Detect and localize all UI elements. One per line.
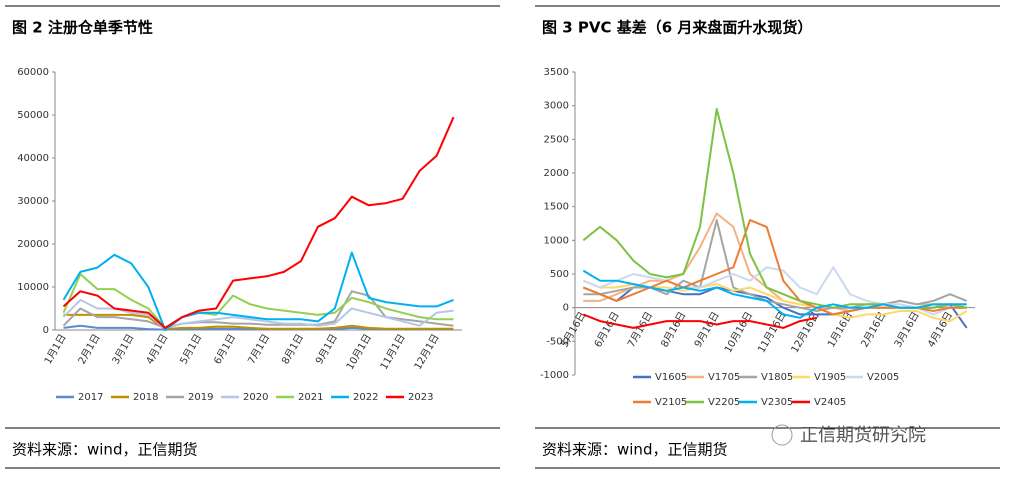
- x-tick-label: 8月16日: [659, 310, 689, 350]
- x-tick-label: 9月1日: [313, 332, 340, 366]
- x-tick-label: 3月1日: [110, 332, 137, 366]
- x-tick-label: 2月1日: [76, 332, 103, 366]
- legend-label: 2017: [78, 392, 103, 403]
- legend-label: 2022: [353, 392, 378, 403]
- x-tick-label: 10月1日: [344, 332, 374, 372]
- x-tick-label: 3月16日: [892, 310, 922, 350]
- y-tick-label: 1000: [544, 235, 569, 246]
- legend-label: 2021: [298, 392, 323, 403]
- legend-label: V1605: [655, 372, 687, 383]
- y-tick-label: 40000: [17, 153, 49, 164]
- x-tick-label: 8月1日: [279, 332, 306, 366]
- series-line: [62, 273, 454, 329]
- x-tick-label: 1月1日: [42, 332, 69, 366]
- y-tick-label: -1000: [540, 370, 569, 381]
- legend-label: V1705: [708, 372, 740, 383]
- y-tick-label: 20000: [17, 239, 49, 250]
- x-tick-label: 7月1日: [245, 332, 272, 366]
- y-tick-label: 50000: [17, 110, 49, 121]
- x-tick-label: 6月1日: [211, 332, 238, 366]
- x-tick-label: 4月1日: [144, 332, 171, 366]
- series-line: [62, 251, 454, 331]
- legend-label: V2205: [708, 397, 740, 408]
- series-line: [63, 313, 454, 331]
- source: 资料来源：wind，正信期货: [542, 441, 727, 459]
- legend-label: V1805: [761, 372, 793, 383]
- legend-label: V2305: [761, 397, 793, 408]
- legend-label: 2018: [133, 392, 158, 403]
- series-line: [62, 116, 455, 329]
- x-tick-label: 6月16日: [592, 310, 622, 350]
- y-tick-label: 0: [563, 303, 569, 314]
- x-tick-label: 5月1日: [178, 332, 205, 366]
- source: 资料来源：wind，正信期货: [12, 441, 197, 459]
- x-tick-label: 12月1日: [412, 332, 442, 372]
- y-tick-label: 500: [550, 269, 569, 280]
- legend-label: V2405: [814, 397, 846, 408]
- x-tick-label: 11月1日: [378, 332, 408, 372]
- x-tick-label: 9月16日: [692, 310, 722, 350]
- legend-label: V2105: [655, 397, 687, 408]
- y-tick-label: 1500: [544, 202, 569, 213]
- y-tick-label: 0: [43, 325, 49, 336]
- y-tick-label: 3000: [544, 101, 569, 112]
- y-tick-label: 30000: [17, 196, 49, 207]
- y-tick-label: 60000: [17, 67, 49, 78]
- brand-icon: [771, 424, 793, 446]
- legend-label: 2020: [243, 392, 268, 403]
- series-line: [582, 108, 967, 309]
- x-tick-label: 10月16日: [722, 310, 755, 355]
- series-line: [582, 266, 967, 316]
- x-tick-label: 11月16日: [755, 310, 788, 355]
- brand: 正信期货研究院: [800, 425, 926, 446]
- y-tick-label: 3500: [544, 67, 569, 78]
- series-line: [583, 212, 967, 312]
- legend-label: 2019: [188, 392, 213, 403]
- series-line: [62, 298, 454, 329]
- figure-title: 图 2 注册仓单季节性: [12, 19, 153, 37]
- legend-label: V2005: [867, 372, 899, 383]
- y-tick-label: 10000: [17, 282, 49, 293]
- y-tick-label: -500: [546, 336, 569, 347]
- legend-label: V1905: [814, 372, 846, 383]
- figure-title: 图 3 PVC 基差（6 月来盘面升水现货）: [542, 19, 812, 37]
- series-line: [582, 269, 967, 319]
- legend-label: 2023: [408, 392, 433, 403]
- series-line: [582, 313, 817, 329]
- y-tick-label: 2000: [544, 168, 569, 179]
- y-tick-label: 2500: [544, 134, 569, 145]
- x-tick-label: 7月16日: [625, 310, 655, 350]
